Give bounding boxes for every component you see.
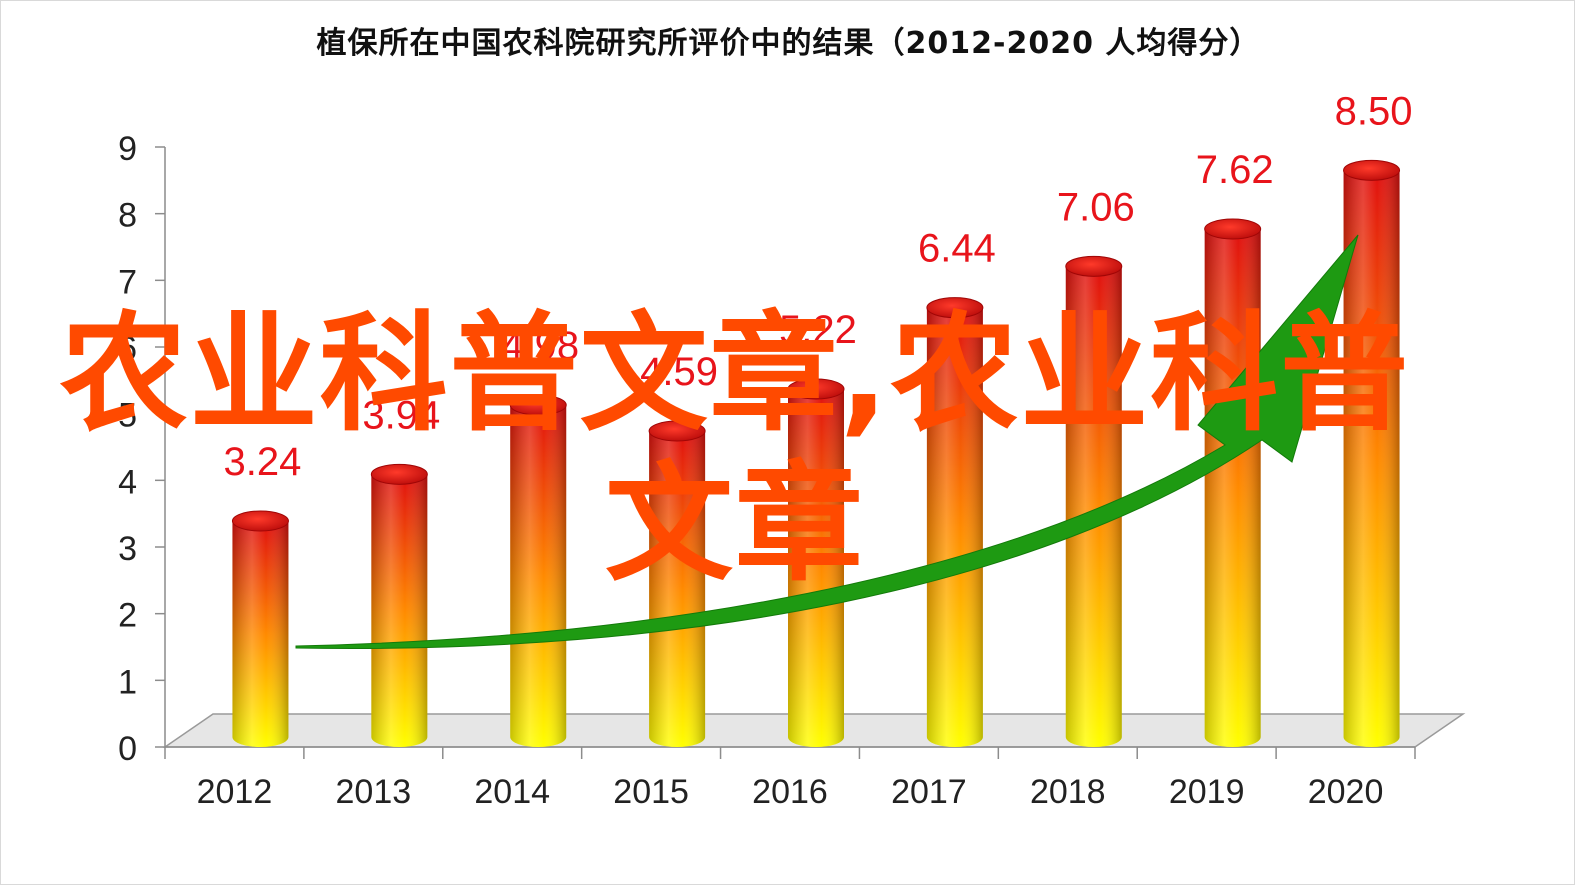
data-label: 5.22 <box>779 308 857 352</box>
data-label: 4.59 <box>640 350 718 394</box>
x-tick-label: 2020 <box>1308 773 1384 811</box>
x-tick-label: 2015 <box>613 773 689 811</box>
y-tick-label: 7 <box>118 263 137 301</box>
bar-cap <box>648 420 706 442</box>
y-tick-label: 5 <box>118 397 137 435</box>
bar <box>787 378 845 747</box>
data-label: 7.62 <box>1196 148 1274 192</box>
bar <box>1343 159 1401 748</box>
bar-shading <box>510 405 567 748</box>
bar <box>370 463 428 748</box>
x-tick-label: 2016 <box>752 773 828 811</box>
bar-cap <box>1065 255 1123 277</box>
y-tick-label: 4 <box>118 463 137 501</box>
data-labels: 3.24 3.94 4.98 4.59 5.22 6.44 7.06 7.62 8.50 <box>224 89 1413 484</box>
bar-shading <box>1065 266 1122 748</box>
bar <box>509 394 567 748</box>
bar-cap <box>787 378 845 400</box>
bar-shading <box>1343 170 1400 748</box>
bar-cap <box>231 510 289 532</box>
bar-shading <box>649 431 706 748</box>
bar-shading <box>1204 229 1261 748</box>
bar-cap <box>370 463 428 485</box>
bar <box>1204 218 1262 748</box>
x-tick-label: 2018 <box>1030 773 1106 811</box>
bar <box>926 297 984 748</box>
x-tick-label: 2013 <box>336 773 412 811</box>
y-tick-label: 8 <box>118 197 137 235</box>
data-label: 7.06 <box>1057 185 1135 229</box>
bar-shading <box>926 307 983 748</box>
bar-cap <box>509 394 567 416</box>
bar <box>231 510 289 747</box>
chart-axes: 0 1 2 3 4 5 6 7 8 9 2012 2013 2014 2015 2016 2017 2018 20… <box>118 130 1416 811</box>
chart-title: 植保所在中国农科院研究所评价中的结果（2012-2020 人均得分） <box>316 26 1261 61</box>
y-tick-label: 6 <box>118 330 137 368</box>
trend-arrow <box>295 234 1359 649</box>
bar-series <box>231 159 1401 748</box>
data-label: 3.94 <box>362 393 440 437</box>
x-tick-label: 2014 <box>474 773 550 811</box>
y-tick-label: 9 <box>118 130 137 168</box>
x-tick-label: 2012 <box>197 773 273 811</box>
y-tick-label: 1 <box>118 663 137 701</box>
trend-arrow-shape <box>295 234 1359 649</box>
data-label: 3.24 <box>224 440 302 484</box>
x-tick-label: 2017 <box>891 773 967 811</box>
bar-shading <box>371 474 428 748</box>
bar-cap <box>926 297 984 319</box>
bar <box>1065 255 1123 748</box>
bar-shading <box>788 389 844 747</box>
bar-cap <box>1343 159 1401 181</box>
data-label: 8.50 <box>1335 89 1413 133</box>
bar-cap <box>1204 218 1262 240</box>
y-tick-label: 3 <box>118 530 137 568</box>
y-tick-label: 0 <box>118 730 137 768</box>
bar <box>648 420 706 748</box>
y-tick-label: 2 <box>118 597 137 635</box>
x-tick-label: 2019 <box>1169 773 1245 811</box>
data-label: 4.98 <box>501 324 579 368</box>
bar-shading <box>232 521 289 747</box>
data-label: 6.44 <box>918 227 996 271</box>
